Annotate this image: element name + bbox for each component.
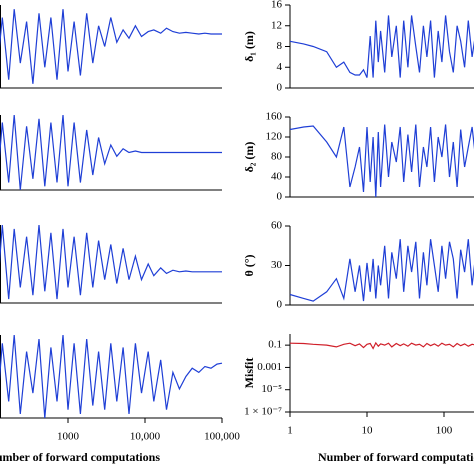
y-tick-label: 1 × 10⁻⁷: [244, 406, 282, 418]
x-tick-label: 1000: [57, 431, 80, 443]
y-tick-label: 12: [271, 19, 282, 31]
y-axis-label: δ₁ (m): [242, 31, 256, 62]
data-line: [289, 15, 474, 78]
x-tick-label: 100: [436, 425, 453, 437]
y-tick-label: 30: [271, 259, 283, 271]
y-tick-label: 160: [266, 111, 283, 123]
data-line: [0, 114, 222, 191]
data-line: [289, 341, 474, 350]
y-tick-label: 0.1: [268, 339, 282, 351]
y-tick-label: 60: [271, 220, 283, 232]
x-tick-label: 10,000: [130, 431, 161, 443]
data-line: [289, 124, 474, 198]
y-axis-label: δ₂ (m): [242, 142, 256, 173]
x-tick-label: 100,000: [204, 431, 240, 443]
y-tick-label: 16: [271, 0, 283, 11]
y-axis-label: Misfit: [242, 358, 256, 389]
y-tick-label: 120: [266, 131, 283, 143]
x-tick-label: 10: [362, 425, 374, 437]
y-tick-label: 40: [271, 171, 283, 183]
y-tick-label: 4: [277, 61, 283, 73]
data-line: [0, 334, 223, 419]
y-tick-label: 10⁻⁵: [261, 383, 282, 395]
y-tick-label: 0: [277, 82, 283, 94]
y-tick-label: 80: [271, 151, 283, 163]
data-line: [0, 9, 222, 84]
data-line: [0, 224, 222, 300]
y-tick-label: 0: [277, 191, 283, 203]
y-tick-label: 8: [277, 40, 283, 52]
y-tick-label: 0: [277, 299, 283, 311]
data-line: [289, 239, 474, 302]
y-tick-label: 0.001: [257, 361, 282, 373]
y-axis-label: θ (°): [242, 254, 256, 276]
x-axis-label: Number of forward computations: [318, 450, 474, 464]
x-axis-label: Number of forward computations: [0, 450, 160, 464]
x-tick-label: 1: [287, 425, 293, 437]
